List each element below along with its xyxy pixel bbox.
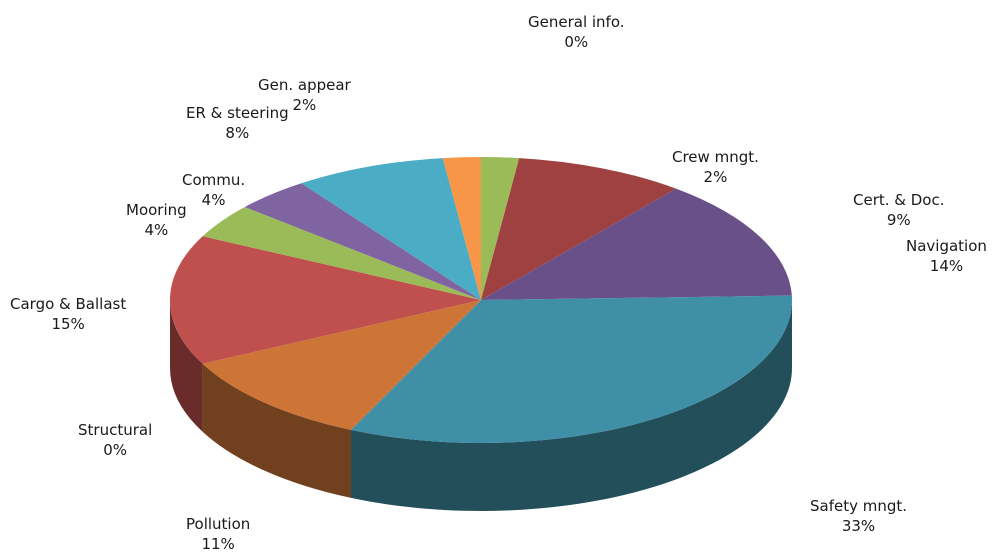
category-percent: 0%	[103, 441, 128, 459]
label-safety-mngt: Safety mngt. 33%	[810, 496, 907, 536]
category-percent: 8%	[225, 124, 250, 142]
pie-slice-cert-doc	[481, 158, 676, 300]
category-name: Cargo & Ballast	[10, 295, 127, 313]
category-name: Navigation	[906, 237, 987, 255]
label-navigation: Navigation 14%	[906, 236, 987, 276]
pie-slice-gen-appear	[442, 157, 481, 300]
pie-slice-er-steering	[301, 158, 481, 300]
category-name: Structural	[78, 421, 153, 439]
category-percent: 14%	[929, 257, 964, 275]
label-structural: Structural 0%	[78, 420, 152, 460]
category-percent: 4%	[144, 221, 169, 239]
pie-slice-commu	[244, 183, 481, 300]
category-name: Mooring	[126, 201, 187, 219]
pie-slice-safety-mngt	[351, 295, 792, 443]
label-gen-appear: Gen. appear 2%	[258, 75, 351, 115]
category-name: ER & steering	[186, 104, 289, 122]
label-commu: Commu. 4%	[182, 170, 245, 210]
category-name: Commu.	[182, 171, 246, 189]
pie-side-pollution	[202, 363, 352, 498]
pie-slices	[170, 157, 792, 443]
pie-slice-mooring	[202, 206, 481, 300]
category-name: Safety mngt.	[810, 497, 908, 515]
label-cert-doc: Cert. & Doc. 9%	[853, 190, 945, 230]
pie-side-cargo-ballast	[170, 300, 203, 432]
category-name: General info.	[528, 13, 625, 31]
category-name: Pollution	[186, 515, 251, 533]
pie-sides	[170, 300, 792, 511]
pie-slice-structural	[202, 300, 481, 364]
label-pollution: Pollution 11%	[186, 514, 250, 554]
category-percent: 0%	[564, 33, 589, 51]
category-percent: 2%	[703, 168, 728, 186]
pie-side-safety-mngt	[351, 300, 792, 511]
category-percent: 11%	[201, 535, 235, 553]
pie-slice-cargo-ballast	[170, 236, 481, 364]
category-percent: 33%	[841, 517, 876, 535]
pie-slice-navigation	[481, 188, 792, 300]
category-percent: 2%	[292, 96, 317, 114]
label-crew-mngt: Crew mngt. 2%	[672, 147, 759, 187]
label-general-info: General info. 0%	[528, 12, 625, 52]
category-percent: 4%	[201, 191, 226, 209]
category-percent: 9%	[886, 211, 911, 229]
category-percent: 15%	[51, 315, 85, 333]
category-name: Crew mngt.	[672, 148, 759, 166]
category-name: Gen. appear	[258, 76, 351, 94]
label-er-steering: ER & steering 8%	[186, 103, 289, 143]
pie-slice-crew-mngt	[481, 157, 520, 300]
pie-slice-pollution	[202, 300, 481, 430]
category-name: Cert. & Doc.	[853, 191, 945, 209]
label-cargo-ballast: Cargo & Ballast 15%	[10, 294, 126, 334]
label-mooring: Mooring 4%	[126, 200, 187, 240]
